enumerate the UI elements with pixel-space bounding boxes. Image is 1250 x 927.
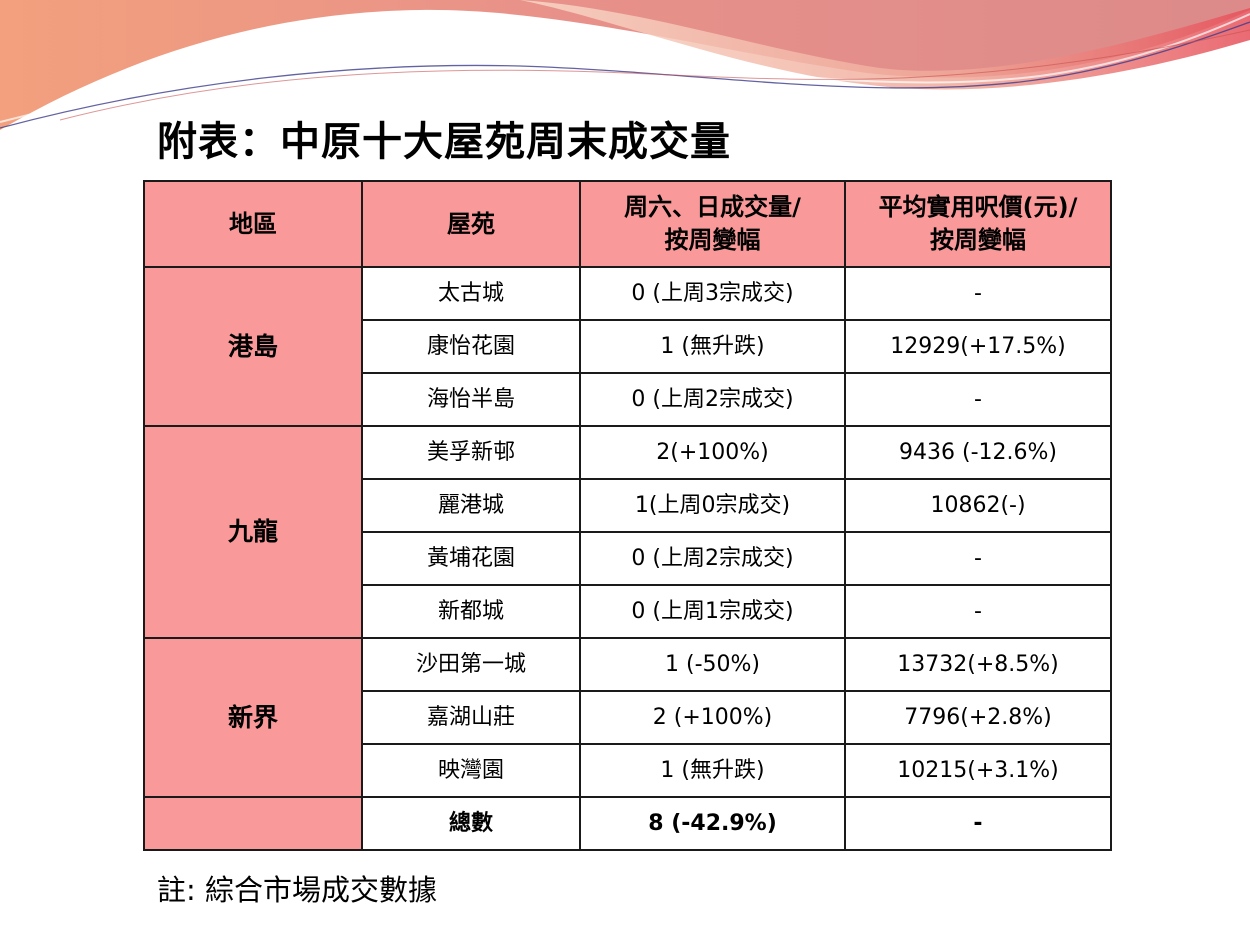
total-row: 總數 8 (-42.9%) -	[143, 796, 1112, 851]
volume-cell: 1 (-50%)	[579, 637, 846, 692]
header-volume: 周六、日成交量/ 按周變幅	[579, 180, 846, 268]
price-cell: -	[844, 531, 1112, 586]
table-row: 新都城 0 (上周1宗成交) -	[144, 584, 1112, 639]
price-cell: -	[844, 584, 1112, 639]
estate-cell: 沙田第一城	[361, 637, 581, 692]
volume-cell: 2(+100%)	[579, 425, 846, 480]
table-row: 麗港城 1(上周0宗成交) 10862(-)	[144, 478, 1112, 533]
transaction-table: 地區 屋苑 周六、日成交量/ 按周變幅 平均實用呎價(元)/ 按周變幅 港島 太…	[143, 180, 1112, 851]
estate-cell: 映灣園	[361, 743, 581, 798]
total-volume: 8 (-42.9%)	[579, 796, 846, 851]
price-cell: -	[844, 372, 1112, 427]
estate-cell: 黃埔花園	[361, 531, 581, 586]
volume-cell: 1 (無升跌)	[579, 743, 846, 798]
price-cell: 7796(+2.8%)	[844, 690, 1112, 745]
estate-cell: 新都城	[361, 584, 581, 639]
price-cell: 9436 (-12.6%)	[844, 425, 1112, 480]
estate-cell: 嘉湖山莊	[361, 690, 581, 745]
table-header-row: 地區 屋苑 周六、日成交量/ 按周變幅 平均實用呎價(元)/ 按周變幅	[143, 180, 1112, 268]
volume-cell: 1(上周0宗成交)	[579, 478, 846, 533]
price-cell: 12929(+17.5%)	[844, 319, 1112, 374]
volume-cell: 1 (無升跌)	[579, 319, 846, 374]
price-cell: 13732(+8.5%)	[844, 637, 1112, 692]
header-estate: 屋苑	[361, 180, 581, 268]
table-row: 港島 太古城 0 (上周3宗成交) -	[143, 266, 1112, 427]
total-label: 總數	[361, 796, 581, 851]
estate-cell: 麗港城	[361, 478, 581, 533]
page-title: 附表：中原十大屋苑周末成交量	[157, 119, 731, 165]
total-region-cell	[143, 796, 363, 851]
estate-cell: 美孚新邨	[361, 425, 581, 480]
table-row: 康怡花園 1 (無升跌) 12929(+17.5%)	[144, 319, 1112, 374]
region-cell: 新界	[143, 637, 363, 798]
region-cell: 九龍	[143, 425, 363, 639]
table-row: 新界 沙田第一城 1 (-50%) 13732(+8.5%)	[143, 637, 1112, 798]
volume-cell: 0 (上周2宗成交)	[579, 531, 846, 586]
price-cell: 10862(-)	[844, 478, 1112, 533]
price-cell: 10215(+3.1%)	[844, 743, 1112, 798]
estate-cell: 海怡半島	[361, 372, 581, 427]
header-region: 地區	[143, 180, 363, 268]
total-price: -	[844, 796, 1112, 851]
table-row: 映灣園 1 (無升跌) 10215(+3.1%)	[144, 743, 1112, 798]
table-row: 九龍 美孚新邨 2(+100%) 9436 (-12.6%)	[143, 425, 1112, 639]
volume-cell: 0 (上周1宗成交)	[579, 584, 846, 639]
volume-cell: 2 (+100%)	[579, 690, 846, 745]
decorative-wave-banner	[0, 0, 1250, 130]
estate-cell: 太古城	[361, 266, 581, 321]
footnote: 註: 綜合市場成交數據	[157, 873, 437, 907]
header-price: 平均實用呎價(元)/ 按周變幅	[844, 180, 1112, 268]
volume-cell: 0 (上周3宗成交)	[579, 266, 846, 321]
table-row: 黃埔花園 0 (上周2宗成交) -	[144, 531, 1112, 586]
volume-cell: 0 (上周2宗成交)	[579, 372, 846, 427]
region-cell: 港島	[143, 266, 363, 427]
estate-cell: 康怡花園	[361, 319, 581, 374]
price-cell: -	[844, 266, 1112, 321]
table-row: 海怡半島 0 (上周2宗成交) -	[144, 372, 1112, 427]
table-row: 嘉湖山莊 2 (+100%) 7796(+2.8%)	[144, 690, 1112, 745]
